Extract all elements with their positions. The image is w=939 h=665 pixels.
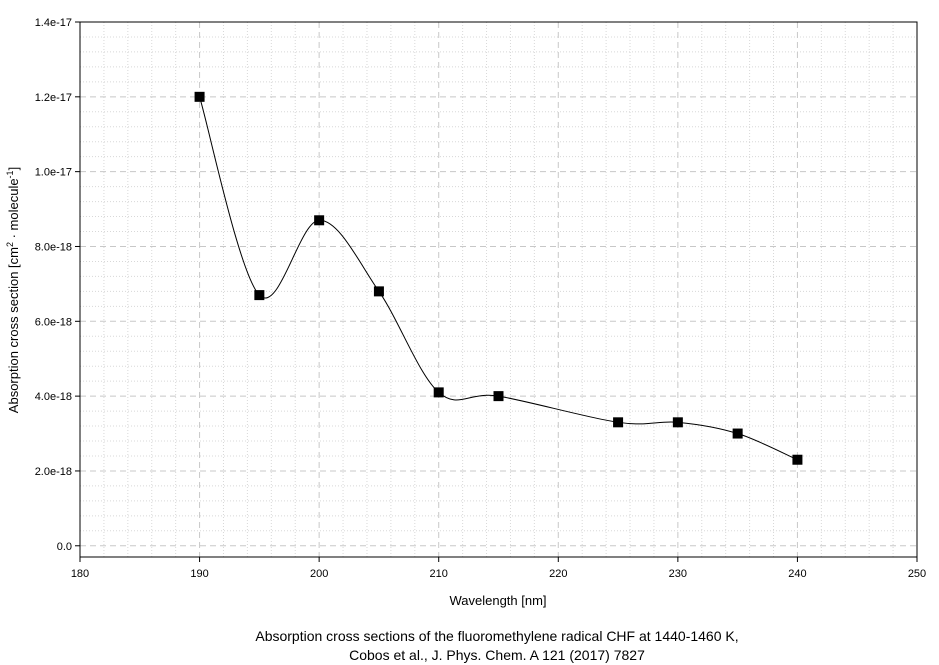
- y-tick-label: 4.0e-18: [35, 391, 72, 403]
- x-tick-label: 190: [190, 568, 208, 580]
- y-axis-label-sup2: -1: [5, 170, 15, 178]
- y-tick-label: 1.2e-17: [35, 92, 72, 104]
- x-tick-label: 180: [71, 568, 89, 580]
- data-point-marker: [433, 387, 444, 398]
- data-point-marker: [254, 290, 265, 301]
- caption-line-2: Cobos et al., J. Phys. Chem. A 121 (2017…: [349, 647, 645, 663]
- x-tick-label: 230: [669, 568, 687, 580]
- y-tick-label: 0.0: [57, 541, 72, 553]
- x-axis-label: Wavelength [nm]: [449, 593, 546, 608]
- data-point-marker: [493, 391, 504, 402]
- data-point-marker: [792, 454, 803, 465]
- y-tick-label: 2.0e-18: [35, 466, 72, 478]
- data-markers: [194, 91, 803, 465]
- data-point-marker: [732, 428, 743, 439]
- data-point-marker: [672, 417, 683, 428]
- x-tick-label: 220: [549, 568, 567, 580]
- plot-area-frame: [79, 21, 918, 558]
- y-tick-label: 6.0e-18: [35, 316, 72, 328]
- series-line: [199, 96, 798, 461]
- y-axis-label-sup1: 2: [5, 242, 15, 247]
- y-axis-label-suffix: ]: [6, 167, 21, 171]
- x-tick-label: 210: [430, 568, 448, 580]
- y-tick-label: 1.0e-17: [35, 167, 72, 179]
- y-tick-label: 8.0e-18: [35, 241, 72, 253]
- y-axis-label-prefix: Absorption cross section [cm: [6, 247, 21, 413]
- y-tick-label: 1.4e-17: [35, 17, 72, 29]
- major-grid: [80, 22, 917, 557]
- y-axis-label: Absorption cross section [cm2 · molecule…: [5, 167, 21, 413]
- y-axis-ticks: 0.0 2.0e-18 4.0e-18 6.0e-18 8.0e-18 1.0e-17 1.…: [35, 17, 80, 553]
- data-point-marker: [314, 215, 325, 226]
- x-axis-ticks: 180 190 200 210 220 230 240 250: [71, 557, 926, 580]
- x-tick-label: 200: [310, 568, 328, 580]
- caption-line-1: Absorption cross sections of the fluorom…: [255, 628, 738, 644]
- minor-grid: [80, 22, 917, 557]
- data-point-marker: [613, 417, 624, 428]
- data-point-marker: [373, 286, 384, 297]
- y-axis-label-middle: · molecule: [6, 178, 21, 242]
- data-point-marker: [194, 91, 205, 102]
- x-tick-label: 250: [908, 568, 926, 580]
- x-tick-label: 240: [788, 568, 806, 580]
